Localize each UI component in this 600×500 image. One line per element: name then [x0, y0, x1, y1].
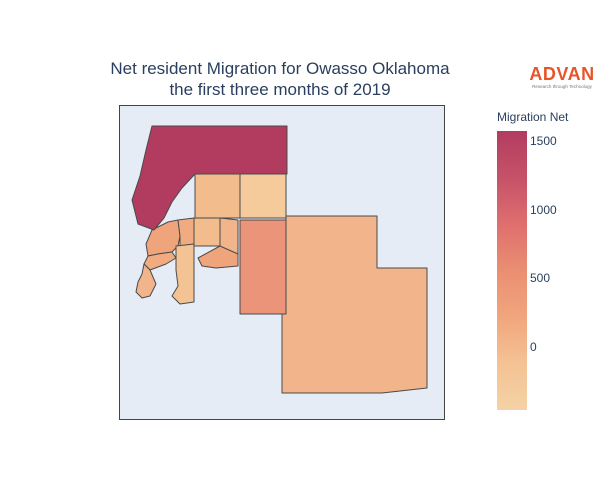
title-line-2: the first three months of 2019	[169, 80, 391, 99]
colorbar-tick-0: 0	[530, 340, 537, 354]
title-line-1: Net resident Migration for Owasso Oklaho…	[110, 59, 450, 78]
logo-tagline: Research through Technology	[532, 84, 592, 89]
region-east-strip[interactable]	[239, 219, 287, 315]
chart-title: Net resident Migration for Owasso Oklaho…	[60, 58, 500, 100]
colorbar-tick-1000: 1000	[530, 203, 557, 217]
colorbar-tick-1500: 1500	[530, 134, 557, 148]
region-mid-left[interactable]	[194, 173, 241, 219]
region-west-e[interactable]	[197, 245, 239, 269]
region-west-b[interactable]	[177, 217, 195, 247]
map-area[interactable]	[119, 105, 445, 420]
region-north[interactable]	[131, 125, 288, 231]
logo-wordmark: ADVAN	[529, 64, 595, 84]
colorbar	[497, 131, 527, 410]
map-svg	[131, 125, 428, 394]
region-mid-right[interactable]	[239, 173, 287, 219]
region-west-h[interactable]	[135, 263, 157, 299]
region-large-southeast[interactable]	[276, 215, 428, 394]
colorbar-tick-500: 500	[530, 271, 551, 285]
advan-logo: ADVAN Research through Technology	[527, 64, 597, 89]
region-west-f[interactable]	[143, 251, 177, 271]
colorbar-title: Migration Net	[497, 110, 569, 124]
region-west-g[interactable]	[171, 243, 195, 305]
region-west-c[interactable]	[193, 217, 221, 247]
